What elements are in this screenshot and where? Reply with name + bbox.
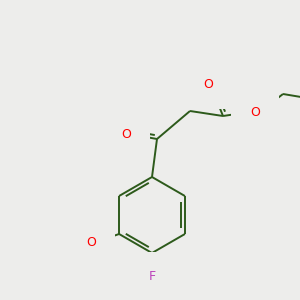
Text: O: O [203, 77, 213, 91]
Text: O: O [121, 128, 131, 140]
Text: O: O [250, 106, 260, 118]
Text: F: F [148, 271, 156, 284]
Text: O: O [86, 236, 96, 248]
